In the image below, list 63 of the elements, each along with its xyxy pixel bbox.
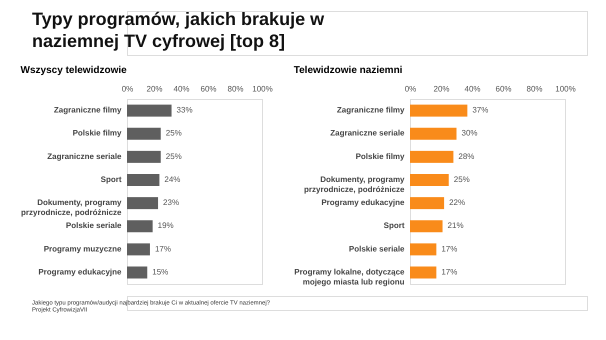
chart-subtitle: Telewidzowie naziemni: [294, 65, 403, 76]
data-label: 25%: [166, 152, 182, 161]
data-label: 19%: [158, 221, 174, 230]
x-tick-label: 60%: [200, 84, 217, 94]
bar: [127, 266, 148, 278]
bar: [410, 266, 436, 278]
bar: [127, 104, 172, 117]
data-label: 25%: [166, 128, 182, 138]
data-label: 17%: [154, 244, 171, 254]
data-label: 33%: [176, 106, 193, 115]
x-tick-label: 100%: [252, 84, 273, 94]
x-tick-label: 0%: [122, 84, 134, 94]
y-tick-label: Programy edukacyjne: [321, 198, 406, 208]
x-tick-label: 60%: [495, 84, 512, 94]
bar: [410, 243, 436, 256]
data-label: 17%: [441, 244, 458, 254]
bar: [127, 220, 153, 232]
data-label: 24%: [164, 174, 180, 184]
y-tick-label: Polskie seriale: [348, 244, 406, 254]
bar: [410, 104, 468, 117]
y-tick-label: Polskie filmy: [72, 128, 122, 138]
y-tick-label: Polskie seriale: [66, 221, 122, 230]
x-tick-label: 20%: [433, 84, 450, 94]
bar: [410, 197, 444, 210]
chart-subtitle: Wszyscy telewidzowie: [20, 65, 128, 76]
bar: [410, 220, 443, 232]
x-tick-label: 20%: [146, 84, 163, 94]
bar: [410, 128, 456, 140]
data-label: 37%: [472, 106, 488, 115]
x-tick-label: 80%: [526, 84, 543, 94]
x-tick-label: 40%: [464, 84, 481, 94]
y-tick-label: Programy muzyczne: [44, 244, 122, 254]
chart-title: Typy programów, jakich brakuje w naziemnej TV cyfrowej [top 8]: [32, 9, 326, 51]
y-tick-label: Dokumenty, programy przyrodnicze, podróżnicze: [21, 198, 122, 218]
bar: [127, 128, 161, 140]
y-tick-label: Programy edukacyjne: [38, 267, 122, 276]
y-tick-label: Programy lokalne, dotyczące mojego miasta lub regionu: [294, 267, 406, 286]
y-tick-label: Dokumenty, programy przyrodnicze, podróżnicze: [304, 174, 406, 194]
data-label: 22%: [449, 198, 466, 208]
data-label: 28%: [458, 152, 474, 161]
y-tick-label: Sport: [100, 174, 122, 184]
bar: [127, 174, 160, 186]
y-tick-label: Zagraniczne seriale: [330, 128, 406, 138]
y-tick-label: Sport: [384, 221, 405, 230]
data-label: 30%: [462, 128, 478, 138]
y-tick-label: Zagraniczne seriale: [47, 152, 122, 161]
x-tick-label: 80%: [227, 84, 244, 94]
data-label: 23%: [163, 198, 180, 208]
bar: [410, 150, 454, 163]
x-tick-label: 40%: [173, 84, 190, 94]
data-label: 17%: [441, 267, 458, 276]
y-tick-label: Zagraniczne filmy: [54, 106, 122, 115]
data-label: 15%: [152, 267, 168, 276]
data-label: 21%: [448, 221, 464, 230]
x-tick-label: 100%: [555, 84, 576, 94]
bar: [127, 150, 161, 163]
data-label: 25%: [454, 174, 470, 184]
y-tick-label: Zagraniczne filmy: [336, 106, 406, 115]
bar: [410, 174, 449, 186]
x-tick-label: 0%: [404, 84, 416, 94]
bar: [127, 243, 150, 256]
y-tick-label: Polskie filmy: [356, 152, 406, 161]
bar: [127, 197, 158, 210]
